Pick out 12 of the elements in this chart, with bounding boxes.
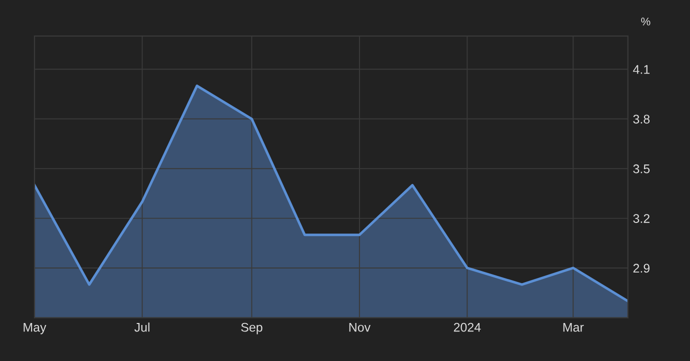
y-axis-title: %	[641, 18, 650, 26]
x-tick-label: 2024	[454, 322, 481, 332]
y-tick-label: 4.1	[633, 65, 650, 74]
x-tick-label: Mar	[563, 323, 584, 332]
x-tick-label: Jul	[134, 322, 150, 332]
x-tick-label: Sep	[241, 322, 262, 334]
x-tick-label: May	[24, 323, 46, 334]
y-tick-label: 3.5	[633, 164, 650, 174]
y-tick-label: 3.8	[633, 114, 650, 124]
y-tick-label: 3.2	[633, 214, 650, 223]
x-tick-label: Nov	[349, 323, 371, 332]
y-tick-label: 2.9	[633, 264, 650, 273]
